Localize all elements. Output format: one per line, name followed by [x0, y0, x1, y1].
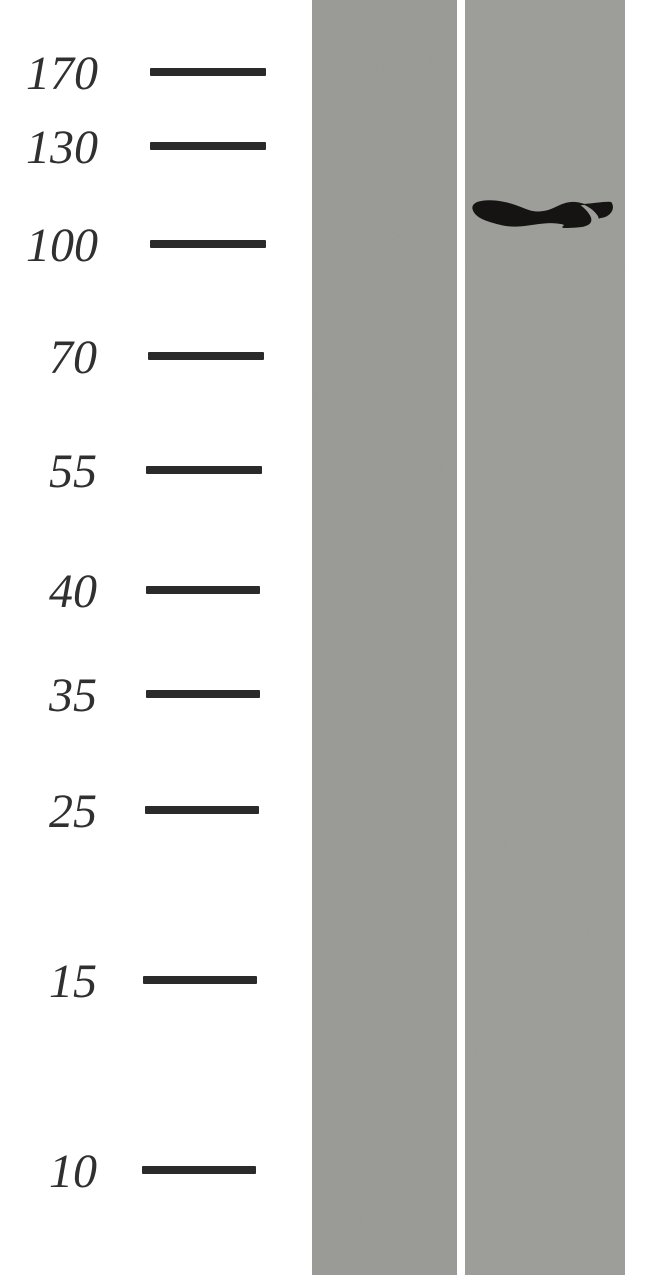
- marker-40: 40: [0, 564, 310, 616]
- marker-170: 170: [0, 46, 310, 98]
- marker-tick-170: [150, 68, 266, 76]
- marker-label-25: 25: [35, 784, 97, 839]
- marker-label-40: 40: [35, 564, 97, 619]
- marker-label-100: 100: [10, 218, 98, 273]
- marker-10: 10: [0, 1144, 310, 1196]
- lane-noise: [312, 0, 313, 1]
- blot-lane-2: [465, 0, 625, 1275]
- marker-tick-100: [150, 240, 266, 248]
- marker-130: 130: [0, 120, 310, 172]
- molecular-weight-ladder: 170 130 100 70 55 40 35 25: [0, 0, 310, 1275]
- marker-tick-25: [145, 806, 259, 814]
- marker-label-35: 35: [35, 668, 97, 723]
- band-path: [473, 201, 613, 228]
- marker-label-70: 70: [35, 330, 97, 385]
- marker-label-170: 170: [10, 46, 98, 101]
- western-blot-container: { "blot": { "width": 650, "height": 1275…: [0, 0, 650, 1275]
- marker-label-130: 130: [10, 120, 98, 175]
- marker-label-10: 10: [35, 1144, 97, 1199]
- blot-lane-1: [312, 0, 457, 1275]
- marker-label-15: 15: [35, 954, 97, 1009]
- detected-band: [467, 197, 627, 235]
- marker-label-55: 55: [35, 444, 97, 499]
- marker-tick-15: [143, 976, 257, 984]
- marker-70: 70: [0, 330, 310, 382]
- marker-100: 100: [0, 218, 310, 270]
- lane-noise: [465, 0, 466, 1]
- marker-55: 55: [0, 444, 310, 496]
- marker-tick-55: [146, 466, 262, 474]
- marker-35: 35: [0, 668, 310, 720]
- marker-15: 15: [0, 954, 310, 1006]
- marker-tick-40: [146, 586, 260, 594]
- marker-tick-130: [150, 142, 266, 150]
- marker-tick-35: [146, 690, 260, 698]
- marker-25: 25: [0, 784, 310, 836]
- marker-tick-70: [148, 352, 264, 360]
- marker-tick-10: [142, 1166, 256, 1174]
